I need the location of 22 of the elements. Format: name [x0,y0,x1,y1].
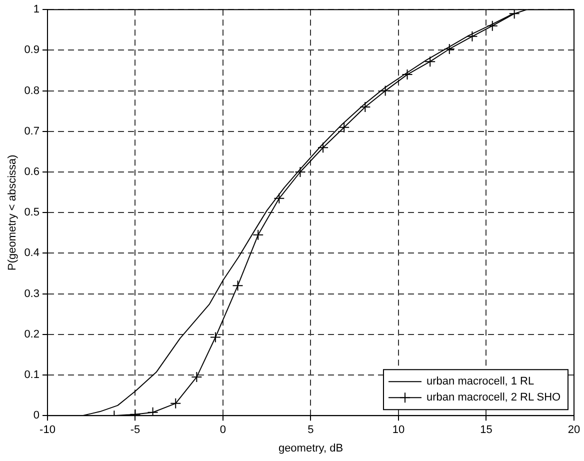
x-tick-label: 20 [568,424,580,436]
y-tick-label: 0.5 [24,206,40,219]
x-tick-label: 15 [480,424,492,436]
y-tick-label: 0.6 [24,166,40,178]
y-tick-label: 0.1 [24,369,40,382]
y-tick-label: 0.8 [24,84,40,97]
y-axis-title: P(geometry < abscissa) [6,154,19,271]
x-tick-label: 0 [220,424,226,436]
y-tick-label: 0.4 [24,247,40,260]
y-tick-label: 0.9 [24,44,40,56]
y-tick-label: 1 [33,4,40,16]
x-axis-title: geometry, dB [278,442,344,454]
y-tick-label: 0.7 [24,125,40,138]
legend-label: urban macrocell, 1 RL [426,376,534,388]
y-tick-label: 0.3 [24,288,40,300]
x-tick-label: -10 [40,424,56,436]
y-tick-label: 0.2 [24,328,40,340]
x-tick-label: 10 [392,424,405,436]
x-tick-label: 5 [308,424,314,436]
y-tick-label: 0 [33,410,40,422]
legend-label: urban macrocell, 2 RL SHO [426,392,562,404]
x-tick-label: -5 [130,424,140,436]
